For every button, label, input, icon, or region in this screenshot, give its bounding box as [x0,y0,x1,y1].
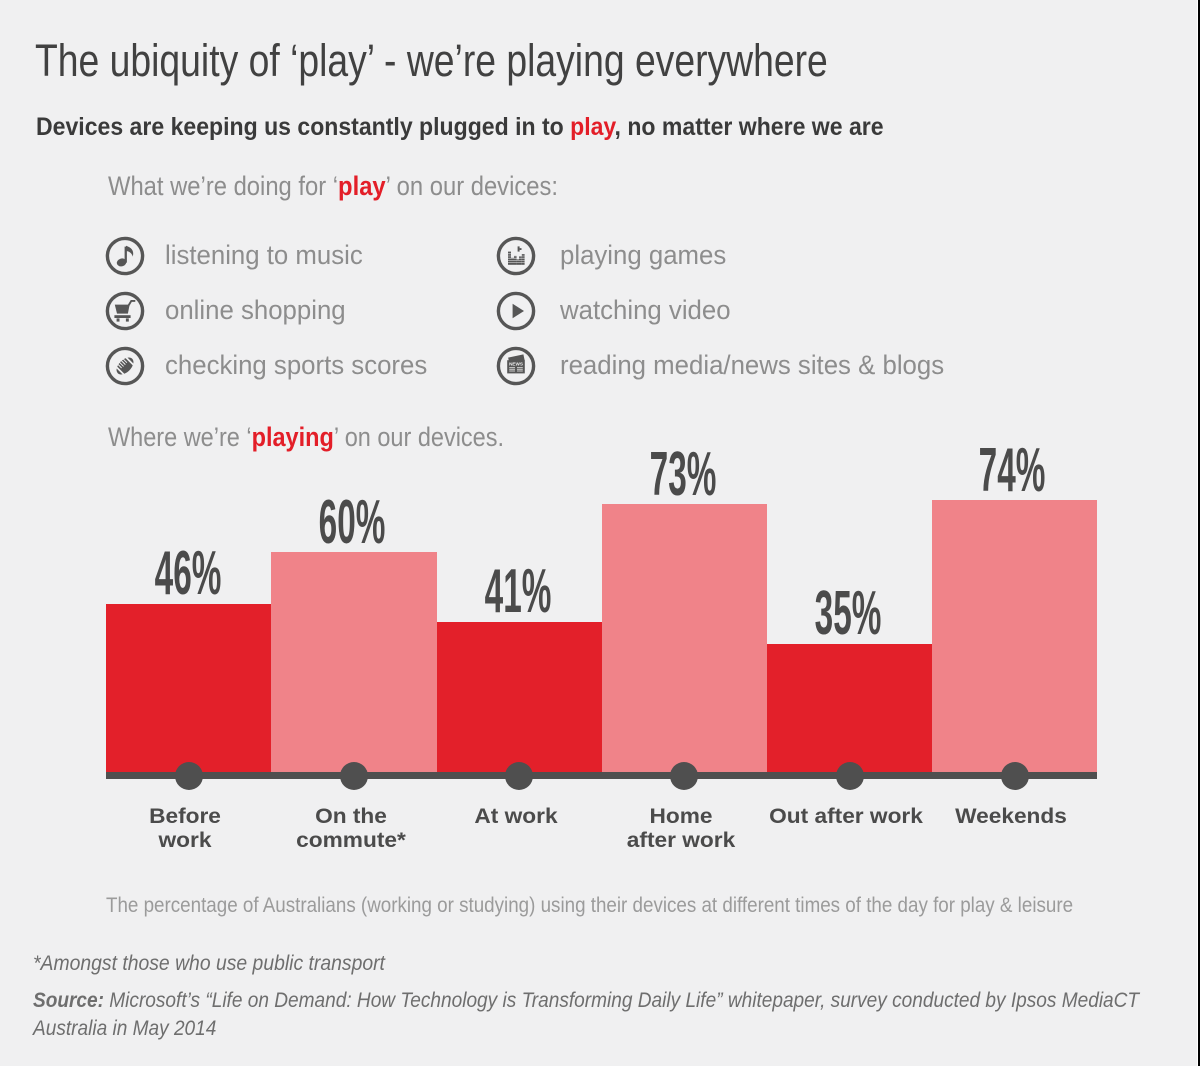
svg-text:NEWS: NEWS [509,362,523,367]
